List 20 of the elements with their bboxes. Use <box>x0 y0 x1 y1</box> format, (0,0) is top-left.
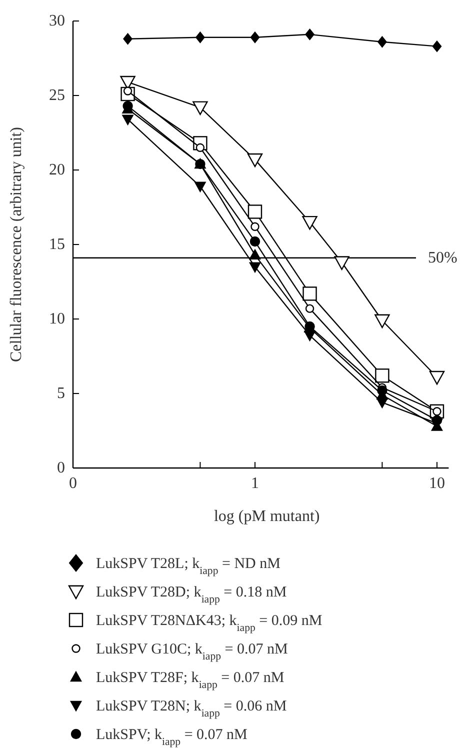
legend-label: LukSPV T28NΔK43; k$_{iapp}$ = 0.09 nM <box>96 613 322 634</box>
annotation: 50% <box>428 249 458 266</box>
x-tick-label: 10 <box>428 475 445 492</box>
x-tick-label: 0 <box>69 475 77 492</box>
x-tick-label: 1 <box>250 475 259 492</box>
legend-label: LukSPV T28L; k$_{iapp}$ = ND nM <box>96 556 280 577</box>
legend-label: LukSPV G10C; k$_{iapp}$ = 0.07 nM <box>96 642 288 662</box>
y-tick-label: 0 <box>57 460 65 476</box>
y-axis-title: Cellular fluorescence (arbitrary unit) <box>8 127 25 362</box>
legend-label: LukSPV T28F; k$_{iapp}$ = 0.07 nM <box>96 670 284 691</box>
y-tick-label: 15 <box>49 236 65 253</box>
y-tick-label: 20 <box>49 162 65 178</box>
legend-label: LukSPV; k$_{iapp}$ = 0.07 nM <box>96 727 248 748</box>
x-axis-title: log (pM mutant) <box>214 508 320 525</box>
legend-label: LukSPV T28N; k$_{iapp}$ = 0.06 nM <box>96 698 287 720</box>
y-tick-label: 10 <box>49 310 65 328</box>
legend-label: LukSPV T28D; k$_{iapp}$ = 0.18 nM <box>96 584 287 606</box>
y-tick-label: 5 <box>57 385 65 402</box>
y-tick-label: 25 <box>49 87 65 104</box>
y-tick-label: 30 <box>49 12 65 30</box>
